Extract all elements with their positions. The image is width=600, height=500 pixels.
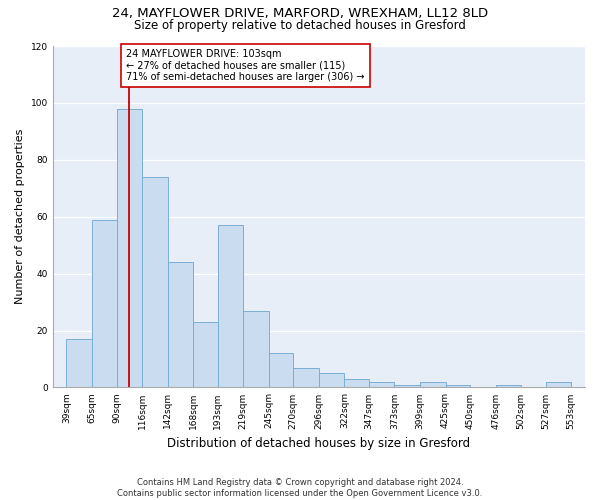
Bar (269, 354, 293, 388)
Bar (92, 220, 116, 388)
Bar (394, 384, 420, 388)
Bar (420, 382, 446, 388)
Bar (167, 262, 193, 388)
Y-axis label: Number of detached properties: Number of detached properties (15, 129, 25, 304)
Bar (116, 108, 142, 388)
Text: 24, MAYFLOWER DRIVE, MARFORD, WREXHAM, LL12 8LD: 24, MAYFLOWER DRIVE, MARFORD, WREXHAM, L… (112, 8, 488, 20)
Text: Size of property relative to detached houses in Gresford: Size of property relative to detached ho… (134, 19, 466, 32)
Bar (546, 382, 571, 388)
X-axis label: Distribution of detached houses by size in Gresford: Distribution of detached houses by size … (167, 437, 470, 450)
Text: Contains HM Land Registry data © Crown copyright and database right 2024.
Contai: Contains HM Land Registry data © Crown c… (118, 478, 482, 498)
Bar (446, 384, 470, 388)
Bar (218, 226, 243, 388)
Bar (243, 310, 269, 388)
Bar (293, 368, 319, 388)
Bar (67, 339, 92, 388)
Bar (344, 379, 369, 388)
Bar (193, 322, 218, 388)
Text: 24 MAYFLOWER DRIVE: 103sqm
← 27% of detached houses are smaller (115)
71% of sem: 24 MAYFLOWER DRIVE: 103sqm ← 27% of deta… (127, 49, 365, 82)
Bar (142, 177, 167, 388)
Bar (496, 384, 521, 388)
Bar (369, 382, 394, 388)
Bar (319, 373, 344, 388)
